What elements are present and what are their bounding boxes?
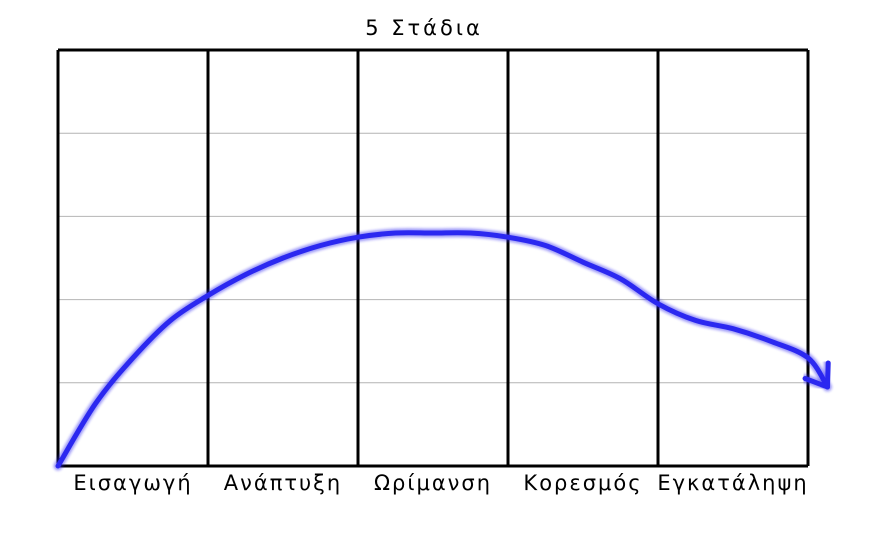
- grid: [58, 132, 808, 384]
- series-line-0: [55, 230, 830, 469]
- stage-label-5: Εγκατάληψη: [657, 471, 808, 495]
- stage-label-4: Κορεσμός: [523, 471, 642, 495]
- arrow-head-0: [802, 360, 831, 390]
- stage-label-1: Εισαγωγή: [73, 471, 192, 495]
- chart-title: 5 Στάδια: [365, 16, 483, 40]
- stage-dividers: [56, 48, 810, 468]
- series-layer: [53, 228, 833, 471]
- stage-label-3: Ωρίμανση: [374, 471, 492, 495]
- stage-labels: Εισαγωγή Ανάπτυξη Ωρίμανση Κορεσμός Εγκατάλη…: [73, 471, 808, 495]
- series-line-glow-0: [53, 228, 832, 471]
- stage-label-2: Ανάπτυξη: [224, 471, 342, 495]
